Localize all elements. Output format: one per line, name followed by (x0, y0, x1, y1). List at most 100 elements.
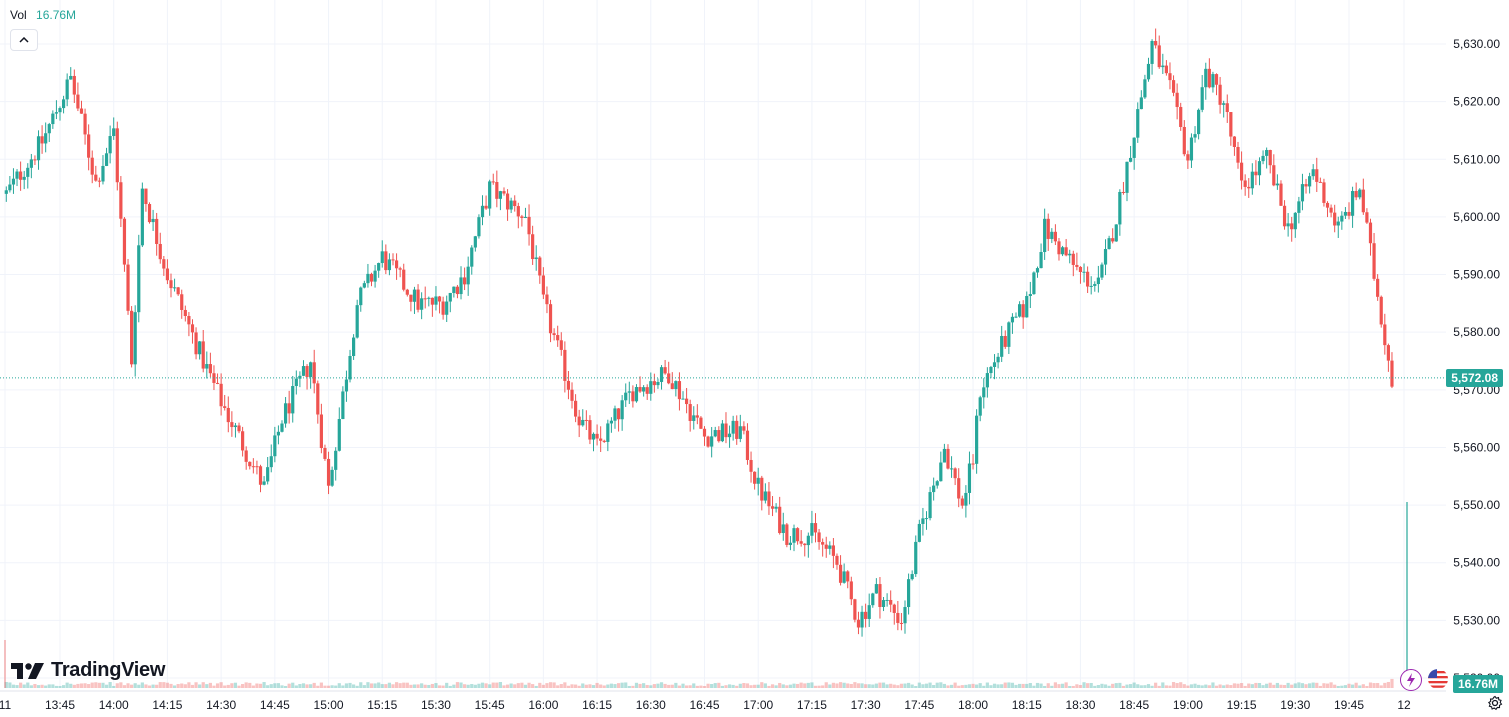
candle (670, 372, 674, 390)
volume-bar (29, 685, 33, 688)
candle (1293, 211, 1297, 238)
candle (258, 464, 263, 493)
volume-bar (36, 685, 41, 688)
volume-bar (1325, 683, 1330, 688)
volume-bar (26, 682, 30, 688)
lightning-button[interactable] (1400, 669, 1422, 691)
candle (416, 284, 420, 313)
candle (269, 444, 273, 473)
candle (51, 110, 55, 129)
candle (1043, 208, 1047, 260)
volume-bar (674, 682, 678, 688)
volume-bar (831, 682, 835, 688)
candle (677, 372, 682, 411)
candle (835, 553, 839, 570)
volume-bar (706, 683, 710, 688)
candles (4, 28, 1394, 637)
candle (806, 532, 810, 558)
candle (44, 122, 48, 153)
volume-bar (101, 682, 105, 688)
candle (466, 256, 470, 296)
candle (1100, 262, 1104, 280)
candle (967, 451, 972, 505)
x-tick-label: 11 (0, 698, 12, 712)
volume-bar (720, 685, 725, 688)
candle (1372, 232, 1376, 281)
candle (695, 404, 699, 425)
candle (853, 598, 857, 623)
y-tick-label: 5,590.00 (1453, 268, 1500, 282)
candle (860, 605, 864, 637)
candle (133, 305, 137, 377)
candle (731, 415, 735, 441)
volume-bar (1379, 685, 1383, 688)
volume-bar (1207, 685, 1211, 688)
volume-bar (924, 683, 929, 688)
volume-bar (1200, 685, 1204, 688)
candle (803, 543, 807, 557)
x-tick-label: 15:45 (475, 698, 505, 712)
volume-bar (305, 684, 309, 688)
volume-bar (792, 683, 796, 688)
us-flag-button[interactable] (1428, 669, 1448, 689)
candle (380, 240, 384, 268)
candle (323, 444, 327, 461)
volume-bar (552, 682, 556, 688)
candle (616, 408, 621, 432)
volume-bar (1318, 685, 1322, 688)
candle (1028, 281, 1032, 309)
volume-bar (613, 684, 617, 688)
candle (1297, 196, 1301, 224)
volume-bar (8, 682, 12, 688)
candle (1068, 249, 1072, 264)
candle (452, 286, 456, 298)
volume-bar (928, 682, 932, 688)
candle (72, 69, 76, 104)
volume-bar (309, 684, 313, 688)
collapse-legend-button[interactable] (10, 29, 38, 51)
candle (1071, 250, 1075, 277)
volume-bar (1290, 684, 1294, 688)
volume-bar (1179, 682, 1183, 688)
candle (480, 195, 485, 226)
candle (108, 125, 112, 164)
volume-bar (957, 685, 961, 688)
volume-bar (298, 684, 302, 688)
volume-bar (548, 682, 553, 688)
volume-bar (1347, 683, 1351, 688)
volume-bar (541, 684, 545, 688)
volume-bar (1229, 685, 1233, 688)
volume-bar (531, 684, 535, 688)
volume-value-tag: 16.76M (1452, 675, 1503, 693)
volume-bar (276, 683, 281, 688)
volume-bar (602, 685, 606, 688)
candle (341, 386, 345, 420)
candle (928, 486, 932, 521)
volume-bar (283, 685, 288, 688)
volume-bar (1078, 684, 1083, 688)
candle (201, 329, 205, 373)
volume-bar (194, 682, 198, 688)
volume-bar (445, 682, 449, 688)
volume-bar (90, 682, 94, 688)
tradingview-logo[interactable]: TradingView (11, 659, 165, 682)
candle (83, 108, 87, 145)
candle (545, 286, 549, 314)
volume-bar (516, 683, 520, 688)
volume-bar (910, 684, 914, 688)
volume-bar (420, 683, 424, 688)
gear-icon[interactable] (1487, 695, 1503, 711)
candle (692, 406, 696, 430)
candle (1300, 173, 1305, 211)
candle (1035, 266, 1040, 278)
volume-bar (1060, 683, 1065, 688)
x-tick-label: 16:15 (582, 698, 612, 712)
volume-bar (967, 684, 972, 688)
candle (437, 295, 442, 314)
volume-bar (94, 682, 98, 688)
volume-bar (1311, 682, 1315, 688)
candle (26, 163, 30, 189)
candle (710, 427, 714, 458)
volume-bar (1086, 683, 1090, 688)
